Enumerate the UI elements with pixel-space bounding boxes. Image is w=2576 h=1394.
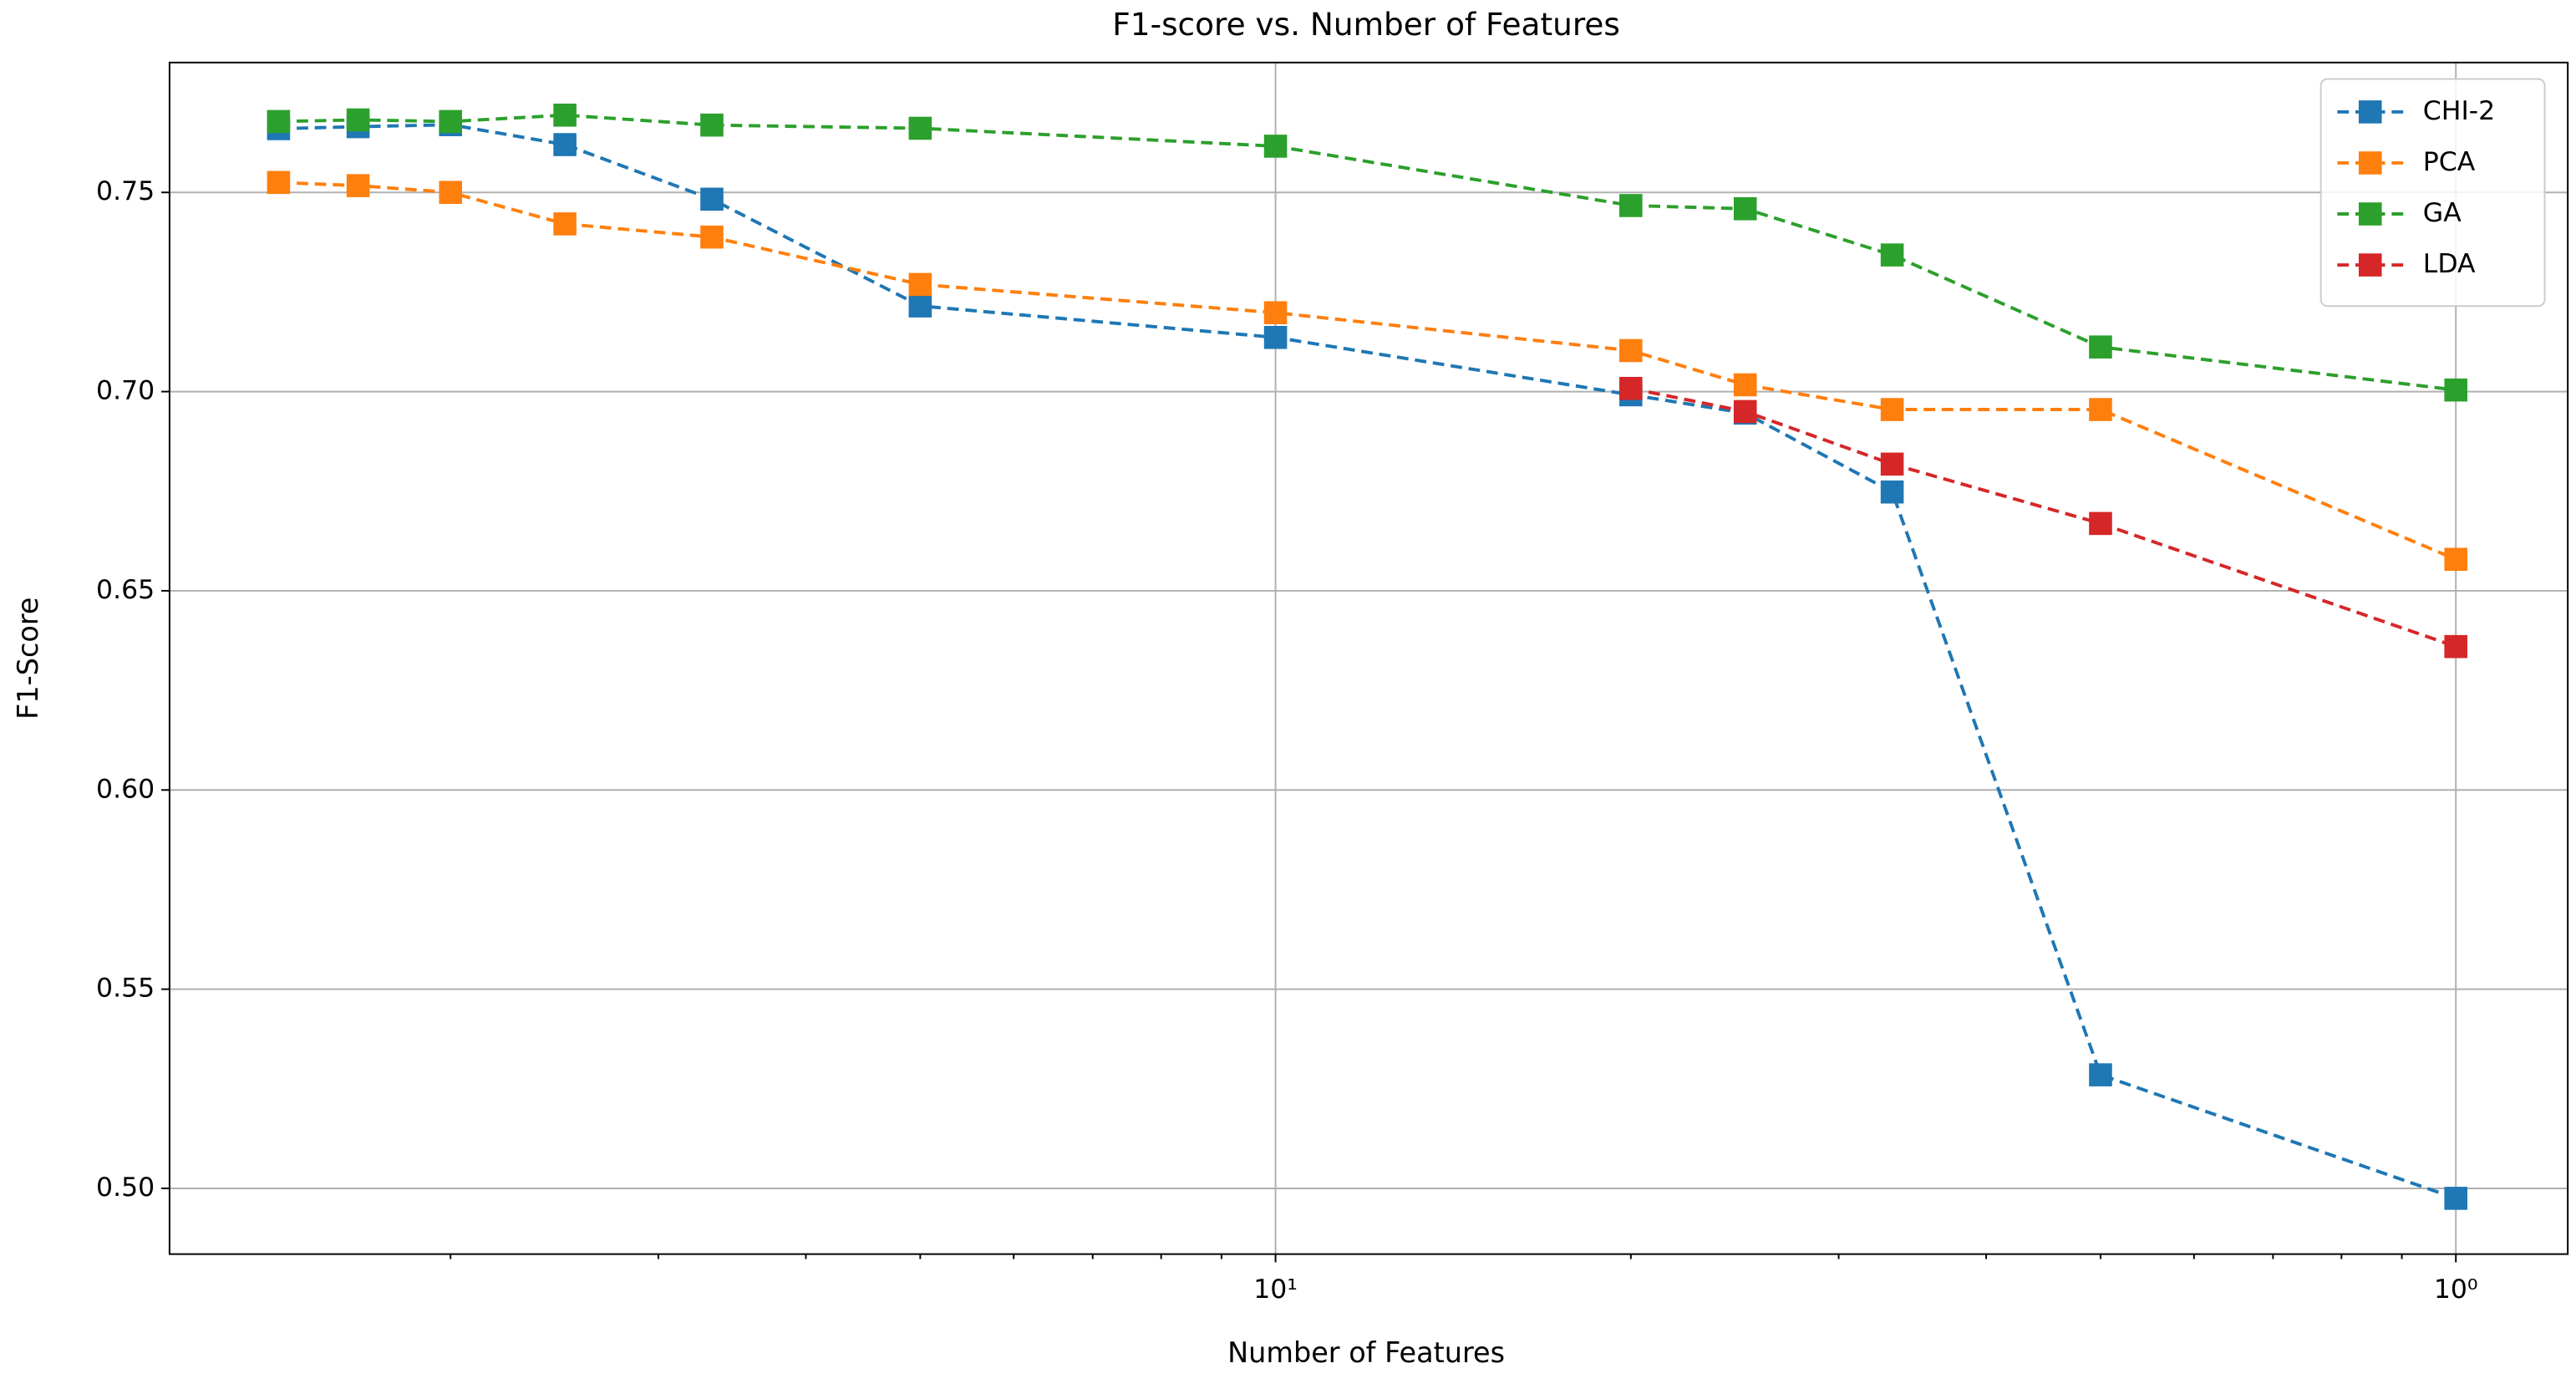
marker: [1619, 194, 1643, 217]
legend-marker: [2358, 253, 2382, 277]
marker: [553, 133, 577, 156]
marker: [1880, 480, 1904, 504]
marker: [1619, 338, 1643, 363]
legend-label: CHI-2: [2423, 96, 2495, 126]
marker: [439, 109, 463, 134]
series-line: [278, 123, 2457, 1200]
marker: [1263, 325, 1288, 349]
marker: [2444, 634, 2467, 659]
marker: [553, 103, 577, 127]
y-tick-label: 0.50: [96, 1173, 155, 1203]
marker: [700, 225, 724, 249]
legend-label: GA: [2423, 198, 2462, 228]
marker: [2089, 511, 2112, 536]
legend-marker: [2358, 100, 2382, 124]
legend-marker: [2358, 151, 2382, 175]
x-tick-label: 10¹: [1253, 1274, 1298, 1305]
marker: [2089, 398, 2112, 421]
marker: [1263, 301, 1288, 324]
marker: [1880, 398, 1904, 421]
marker: [267, 170, 291, 195]
y-tick-label: 0.70: [96, 376, 155, 406]
marker: [908, 116, 932, 140]
marker: [439, 181, 463, 205]
legend-label: PCA: [2423, 147, 2476, 177]
marker: [908, 294, 932, 318]
y-tick-label: 0.65: [96, 575, 155, 605]
marker: [2089, 1063, 2112, 1086]
legend: CHI-2 PCA GA LDA: [2319, 78, 2546, 308]
marker: [700, 187, 724, 211]
marker: [1733, 373, 1757, 397]
marker: [1619, 376, 1643, 400]
x-tick-label: 10⁰: [2434, 1274, 2478, 1305]
marker: [346, 174, 370, 197]
marker: [2444, 1187, 2467, 1210]
legend-box: [2319, 78, 2546, 308]
y-axis-label: F1-Score: [12, 598, 44, 720]
legend-marker: [2358, 202, 2382, 226]
marker: [2444, 378, 2467, 402]
plot-frame: [168, 61, 2569, 1255]
marker: [1880, 243, 1904, 267]
y-tick-label: 0.55: [96, 974, 155, 1004]
series-line: [278, 181, 2457, 562]
marker: [553, 212, 577, 236]
marker: [700, 113, 724, 137]
legend-label: LDA: [2423, 249, 2476, 279]
marker: [1733, 399, 1757, 424]
chart-title: F1-score vs. Number of Features: [1112, 6, 1620, 43]
marker: [2444, 547, 2467, 572]
series-line: [278, 113, 2457, 392]
marker: [1263, 135, 1288, 158]
marker: [2089, 335, 2112, 359]
y-tick-label: 0.60: [96, 774, 155, 804]
y-tick-label: 0.75: [96, 176, 155, 206]
x-axis-label: Number of Features: [1227, 1336, 1505, 1369]
marker: [908, 272, 932, 297]
marker: [1880, 452, 1904, 476]
marker: [346, 108, 370, 132]
marker: [1733, 196, 1757, 221]
marker: [267, 109, 291, 134]
